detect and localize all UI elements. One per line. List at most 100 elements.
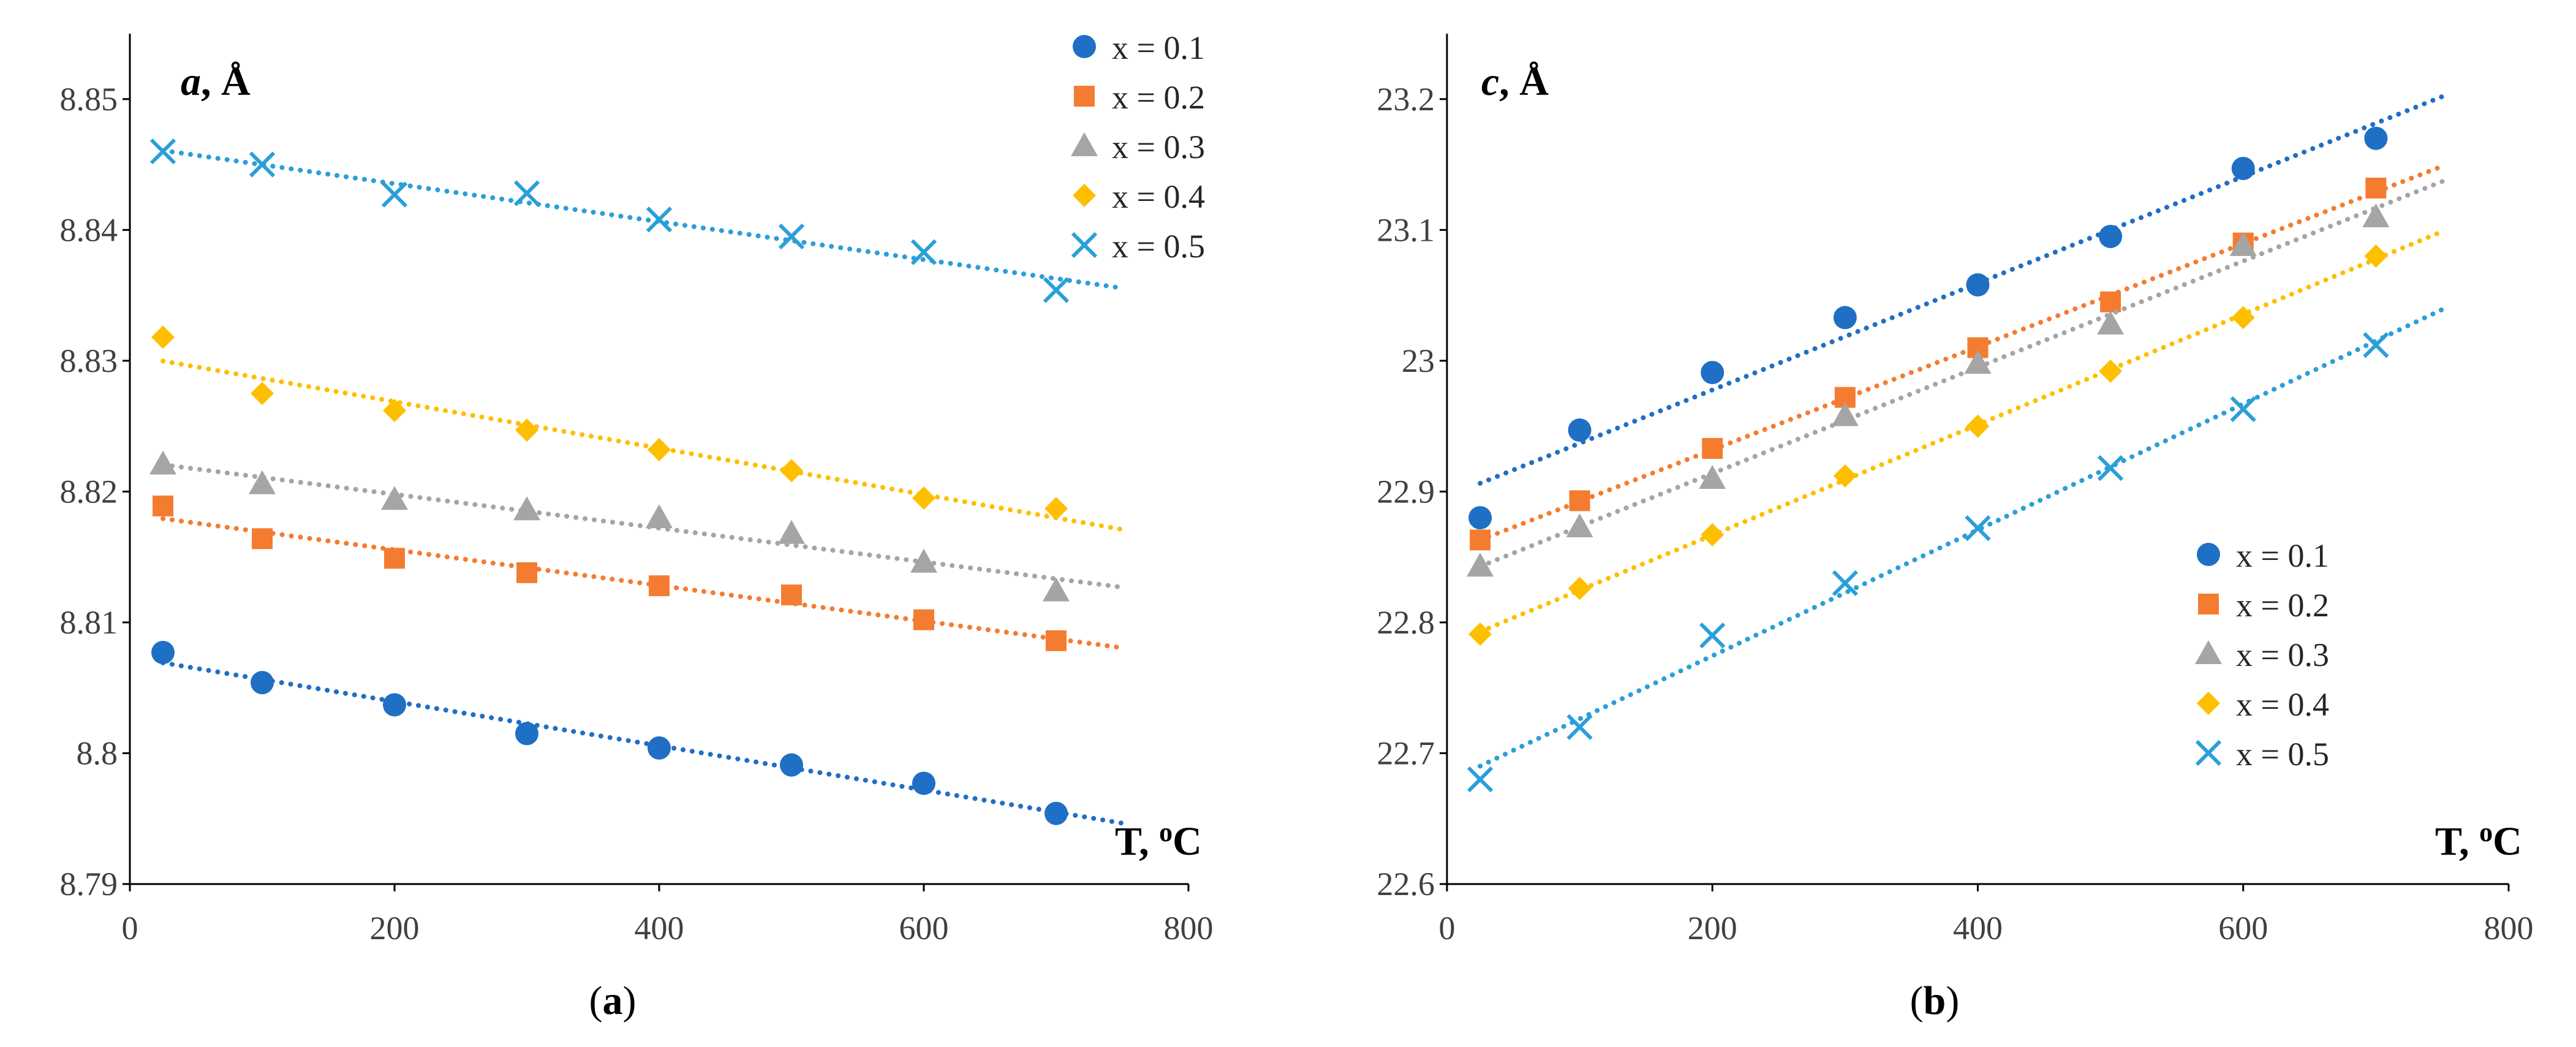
chart-b-point [1569, 490, 1590, 512]
chart-a-legend-marker [1074, 86, 1095, 107]
chart-a-point [153, 495, 173, 516]
chart-b-point [1468, 506, 1492, 530]
chart-a-marks: 8.79 8.8 8.81 8.82 8.83 8.84 8.85 0 200 400 600 800… [60, 29, 1214, 947]
chart-b-y-tick-label: 23.1 [1377, 211, 1435, 248]
chart-b-y-tick-label: 22.8 [1377, 604, 1435, 641]
chart-a-point [252, 528, 273, 550]
chart-b-legend-marker [2197, 692, 2220, 715]
chart-a-point [912, 486, 935, 510]
chart-a-point [646, 206, 673, 233]
chart-a-point [151, 325, 175, 349]
chart-b-point [2097, 311, 2125, 335]
chart-a-trendline-1 [161, 660, 1125, 826]
chart-a-point [383, 398, 406, 422]
chart-b-point [1470, 529, 1491, 551]
chart-b-point [1965, 515, 1991, 542]
chart-a-point [251, 382, 274, 406]
chart-a-point [384, 548, 405, 569]
chart-a-legend-label: x = 0.4 [1112, 178, 1205, 215]
chart-b-point [2230, 396, 2256, 422]
chart-a-point [913, 609, 934, 630]
chart-a-point [249, 151, 276, 178]
chart-a-point [778, 520, 805, 544]
chart-b-panel-letter: b [1924, 978, 1946, 1023]
chart-b-point [1701, 523, 1724, 546]
chart-a-y-title: a, Å [181, 59, 251, 104]
chart-a-y-tick-label: 8.83 [60, 342, 118, 379]
chart-a-point [513, 180, 540, 206]
chart-a-point [1043, 577, 1070, 602]
chart-a-legend-label: x = 0.5 [1112, 228, 1205, 265]
chart-a-point [1043, 277, 1070, 303]
chart-b-y-tick-label: 22.9 [1377, 473, 1435, 510]
chart-b-point [2364, 244, 2388, 268]
chart-b-point [1699, 622, 1726, 649]
chart-a-x-tick-label: 400 [635, 910, 684, 947]
chart-b-x-title-end: C [2493, 819, 2522, 864]
chart-a-point [151, 641, 175, 665]
chart-b-point [1966, 414, 1990, 438]
chart-a-point [381, 181, 408, 208]
chart-a-legend-label: x = 0.2 [1112, 79, 1205, 116]
chart-b-legend-label: x = 0.4 [2236, 686, 2329, 723]
chart-a-y-title-var: a [181, 59, 201, 104]
chart-b-point [1964, 350, 1992, 374]
chart-a-y-tick-label: 8.84 [60, 211, 118, 248]
chart-a-trendline-3 [161, 462, 1125, 590]
chart-b-x-tick-label: 400 [1953, 910, 2003, 947]
chart-a-x-title: T, oC [1115, 817, 1202, 864]
chart-a-point [780, 753, 803, 777]
chart-a-point [778, 223, 805, 250]
chart-b-legend-marker [2198, 594, 2219, 614]
chart-b-point [2099, 224, 2123, 248]
chart-b-trendline-2 [1478, 164, 2445, 543]
chart-b-point [1831, 402, 1859, 426]
chart-a-x-tick-label: 600 [899, 910, 949, 947]
chart-b-point [1566, 513, 1593, 538]
chart-a-point [149, 138, 176, 165]
chart-b-point [1467, 553, 1494, 577]
chart-b-x-tick-label: 200 [1688, 910, 1737, 947]
chart-b-point [1468, 622, 1492, 646]
chart-b-trendline-5 [1478, 307, 2445, 769]
chart-a-y-tick-label: 8.79 [60, 866, 118, 902]
chart-b-trendline-1 [1478, 94, 2445, 486]
chart-a-point [515, 418, 538, 442]
chart-b-y-tick-label: 22.7 [1377, 735, 1435, 771]
chart-a-point [910, 548, 937, 573]
chart-panel-b: 22.6 22.7 22.8 22.9 23 23.1 23.2 0 200 400 600 800 x… [1377, 34, 2534, 1023]
chart-b-y-tick-label: 22.6 [1377, 866, 1435, 902]
chart-b-marks: 22.6 22.7 22.8 22.9 23 23.1 23.2 0 200 400 600 800 x… [1377, 34, 2534, 947]
chart-a-trendline-5 [161, 148, 1125, 291]
chart-b-y-title-var: c [1481, 59, 1499, 104]
chart-a-point [910, 239, 937, 265]
chart-b-legend-label: x = 0.2 [2236, 587, 2329, 624]
chart-a-point [249, 470, 276, 494]
chart-b-legend-marker [2195, 739, 2222, 766]
chart-a-y-title-unit: , Å [201, 59, 251, 104]
chart-a-panel-letter: a [603, 978, 623, 1023]
chart-a-point [1046, 630, 1067, 651]
chart-a-trendline-2 [161, 516, 1125, 651]
chart-a-legend-marker [1073, 35, 1096, 58]
chart-a-legend-marker [1071, 132, 1098, 156]
chart-b-point [1568, 418, 1592, 442]
chart-a-legend-marker [1071, 232, 1098, 259]
chart-a-point [781, 584, 802, 606]
chart-a-point [646, 504, 673, 529]
chart-b-point [2231, 306, 2255, 330]
chart-a-x-title-end: C [1173, 819, 1202, 864]
chart-b-point [2099, 359, 2123, 383]
chart-a-point [648, 736, 671, 760]
chart-b-point [2365, 177, 2387, 198]
chart-a-point [383, 693, 406, 717]
chart-a-point [381, 486, 408, 510]
chart-a-y-tick-label: 8.82 [60, 473, 118, 510]
chart-a-x-tick-label: 200 [370, 910, 420, 947]
chart-b-point [1699, 465, 1726, 489]
chart-b-x-title-main: T, [2435, 819, 2479, 864]
chart-b-point [1832, 570, 1859, 596]
chart-b-point [1966, 273, 1990, 297]
chart-b-point [2231, 156, 2255, 180]
